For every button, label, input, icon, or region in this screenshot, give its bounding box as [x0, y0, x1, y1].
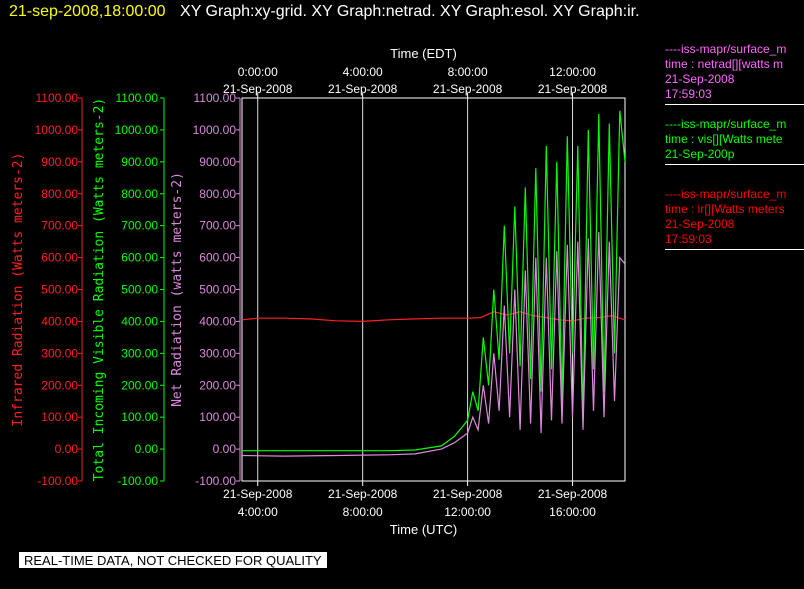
legend-divider [665, 104, 804, 105]
x-tick-label: 21-Sep-2008 [538, 487, 608, 501]
y-tick-label: 200.00 [41, 378, 78, 392]
y-axis-title: Net Radiation (watts meters-2) [170, 172, 185, 407]
legend-date: 21-Sep-200p [665, 147, 735, 161]
y-tick-label: 700.00 [41, 219, 78, 233]
y-tick-label: 800.00 [121, 187, 158, 201]
legend-entry-ir: ----iss-mapr/surface_m time : ir[][Watts… [665, 187, 804, 250]
y-tick-label: 300.00 [41, 346, 78, 360]
y-tick-label: 300.00 [199, 346, 236, 360]
y-axis-title: Total Incoming Visible Radiation (Watts … [92, 98, 107, 482]
x-tick-label: 16:00:00 [549, 505, 596, 519]
y-tick-label: 1000.00 [193, 123, 237, 137]
y-tick-label: 1100.00 [116, 91, 159, 105]
top-tick-label: 21-Sep-2008 [433, 82, 503, 96]
top-tick-label: 8:00:00 [448, 65, 488, 79]
y-tick-label: -100.00 [195, 474, 236, 488]
legend-divider [665, 249, 804, 250]
quality-disclaimer: REAL-TIME DATA, NOT CHECKED FOR QUALITY [19, 552, 327, 568]
y-tick-label: 500.00 [41, 283, 78, 297]
y-tick-label: 400.00 [199, 314, 236, 328]
y-tick-label: 800.00 [41, 187, 78, 201]
series-line-vis [242, 110, 626, 452]
graph-title: XY Graph:xy-grid. XY Graph:netrad. XY Gr… [180, 3, 640, 20]
y-tick-label: 1100.00 [36, 91, 79, 105]
y-tick-label: 1100.00 [194, 91, 237, 105]
top-tick-label: 12:00:00 [549, 65, 596, 79]
top-tick-label: 21-Sep-2008 [538, 82, 608, 96]
series-line-netrad [241, 231, 626, 457]
timestamp: 21-sep-2008,18:00:00 [9, 3, 166, 20]
y-tick-label: 200.00 [121, 378, 158, 392]
top-tick-label: 21-Sep-2008 [223, 82, 293, 96]
series-line-ir [241, 311, 626, 323]
y-tick-label: 100.00 [121, 410, 158, 424]
bottom-axis-title: Time (UTC) [390, 522, 457, 537]
y-axis-title: Infrared Radiation (Watts meters-2) [11, 153, 26, 427]
y-tick-label: 900.00 [199, 155, 236, 169]
legend-variable: time : vis[][Watts mete [665, 132, 783, 146]
legend-source: ----iss-mapr/surface_m [665, 117, 787, 131]
x-tick-label: 21-Sep-2008 [328, 487, 398, 501]
y-tick-label: 500.00 [121, 283, 158, 297]
legend-date: 21-Sep-2008 [665, 72, 735, 86]
y-tick-label: -100.00 [117, 474, 158, 488]
plot-frame [241, 97, 626, 482]
y-tick-label: 300.00 [121, 346, 158, 360]
top-axis-title: Time (EDT) [390, 46, 457, 61]
y-tick-label: 0.00 [55, 442, 79, 456]
y-tick-label: 900.00 [121, 155, 158, 169]
top-tick-label: 0:00:00 [238, 65, 278, 79]
y-tick-label: 400.00 [121, 314, 158, 328]
y-tick-label: 600.00 [199, 251, 236, 265]
y-tick-label: 100.00 [199, 410, 236, 424]
y-tick-label: 700.00 [121, 219, 158, 233]
y-tick-label: 200.00 [199, 378, 236, 392]
legend-variable: time : netrad[][watts m [665, 57, 784, 71]
y-tick-label: 600.00 [41, 251, 78, 265]
x-tick-label: 8:00:00 [343, 505, 383, 519]
legend-time: 17:59:03 [665, 87, 712, 101]
y-tick-label: 400.00 [41, 314, 78, 328]
y-tick-label: -100.00 [37, 474, 78, 488]
x-tick-label: 4:00:00 [238, 505, 278, 519]
y-tick-label: 0.00 [135, 442, 159, 456]
legend-divider [665, 164, 804, 165]
header: 21-sep-2008,18:00:00 XY Graph:xy-grid. X… [9, 3, 640, 21]
y-tick-label: 900.00 [41, 155, 78, 169]
top-tick-label: 21-Sep-2008 [328, 82, 398, 96]
y-tick-label: 700.00 [199, 219, 236, 233]
legend-source: ----iss-mapr/surface_m [665, 42, 787, 56]
y-tick-label: 500.00 [199, 283, 236, 297]
y-tick-label: 1000.00 [35, 123, 79, 137]
legend-entry-vis: ----iss-mapr/surface_m time : vis[][Watt… [665, 117, 804, 165]
legend-entry-netrad: ----iss-mapr/surface_m time : netrad[][w… [665, 42, 804, 105]
legend-time: 17:59:03 [665, 232, 712, 246]
x-tick-label: 12:00:00 [444, 505, 491, 519]
legend-source: ----iss-mapr/surface_m [665, 187, 787, 201]
y-tick-label: 100.00 [41, 410, 78, 424]
legend-variable: time : ir[][Watts meters [665, 202, 785, 216]
y-tick-label: 600.00 [121, 251, 158, 265]
legend-date: 21-Sep-2008 [665, 217, 735, 231]
y-tick-label: 800.00 [199, 187, 236, 201]
y-tick-label: 0.00 [213, 442, 237, 456]
x-tick-label: 21-Sep-2008 [223, 487, 293, 501]
top-tick-label: 4:00:00 [343, 65, 383, 79]
y-tick-label: 1000.00 [115, 123, 159, 137]
x-tick-label: 21-Sep-2008 [433, 487, 503, 501]
